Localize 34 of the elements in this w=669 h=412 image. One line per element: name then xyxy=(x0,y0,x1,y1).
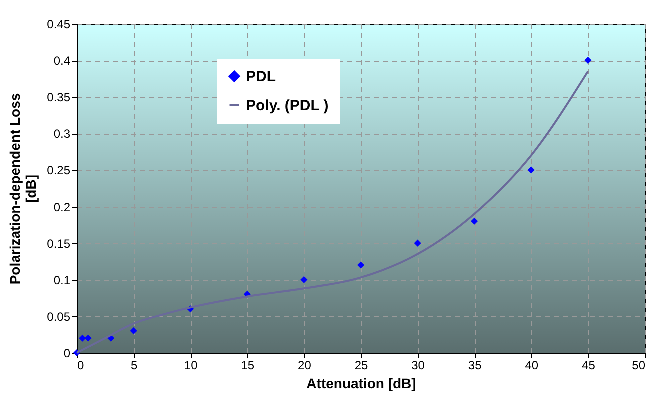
x-tick-label: 25 xyxy=(354,358,368,372)
x-axis-title: Attenuation [dB] xyxy=(306,376,416,392)
y-tick-label: 0.35 xyxy=(47,90,71,105)
point xyxy=(471,218,478,225)
x-tick-label: 10 xyxy=(184,358,198,372)
y-tick-label: 0.3 xyxy=(54,127,71,142)
legend-label: Poly. (PDL ) xyxy=(246,98,329,114)
x-tick-label: 45 xyxy=(582,358,596,372)
y-tick-label: 0.2 xyxy=(54,200,71,214)
point xyxy=(300,276,308,284)
point xyxy=(584,57,592,64)
point xyxy=(528,166,535,174)
x-tick-label: 35 xyxy=(468,358,482,372)
y-tick-label: 0.1 xyxy=(54,273,71,288)
x-tick-label: 15 xyxy=(241,358,255,372)
x-tick-label: 30 xyxy=(412,358,426,372)
x-tick-label: 50 xyxy=(632,358,646,372)
point xyxy=(130,328,138,335)
legend-label: PDL xyxy=(246,68,276,86)
y-tick-label: 0.4 xyxy=(54,54,71,68)
point xyxy=(414,240,422,247)
point xyxy=(84,334,92,342)
point xyxy=(357,262,365,269)
x-tick-label: 0 xyxy=(78,358,84,372)
x-tick-label: 20 xyxy=(298,358,312,372)
y-tick-label: 0.15 xyxy=(47,236,71,251)
y-tick-label: 0.25 xyxy=(47,164,71,178)
y-axis-title: Polarization-dependent Loss [dB] xyxy=(7,93,40,285)
x-tick-label: 40 xyxy=(525,358,539,372)
y-tick-label: 0 xyxy=(64,346,71,360)
point xyxy=(79,334,86,342)
y-tick-label: 0.05 xyxy=(47,310,71,324)
x-tick-label: 5 xyxy=(130,358,138,372)
y-tick-label: 0.45 xyxy=(47,18,71,32)
